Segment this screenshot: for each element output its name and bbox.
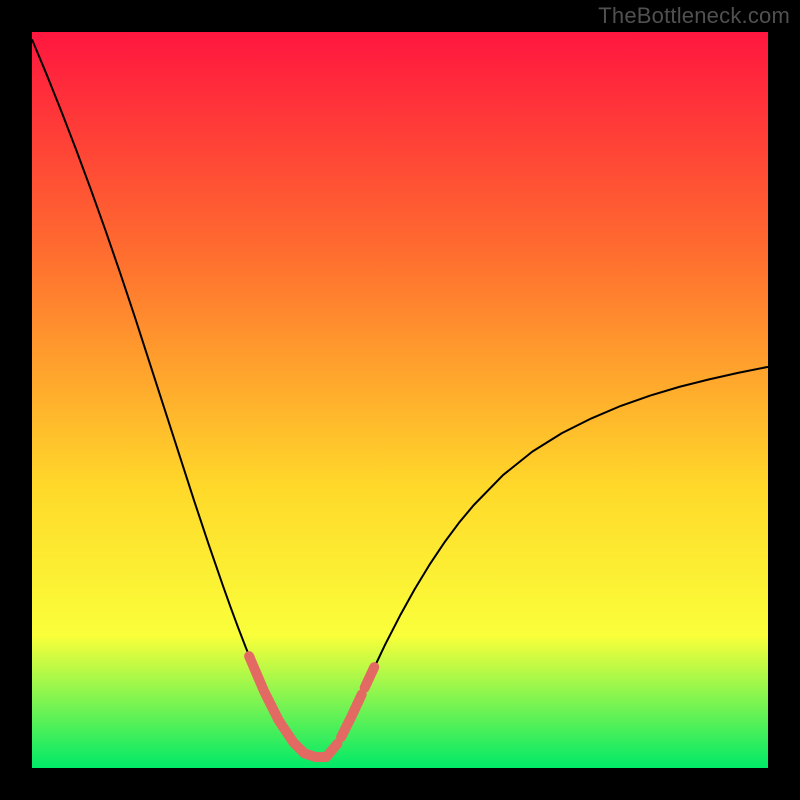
plot-background-gradient <box>32 32 768 768</box>
bottleneck-chart <box>0 0 800 800</box>
bottleneck-figure: TheBottleneck.com <box>0 0 800 800</box>
